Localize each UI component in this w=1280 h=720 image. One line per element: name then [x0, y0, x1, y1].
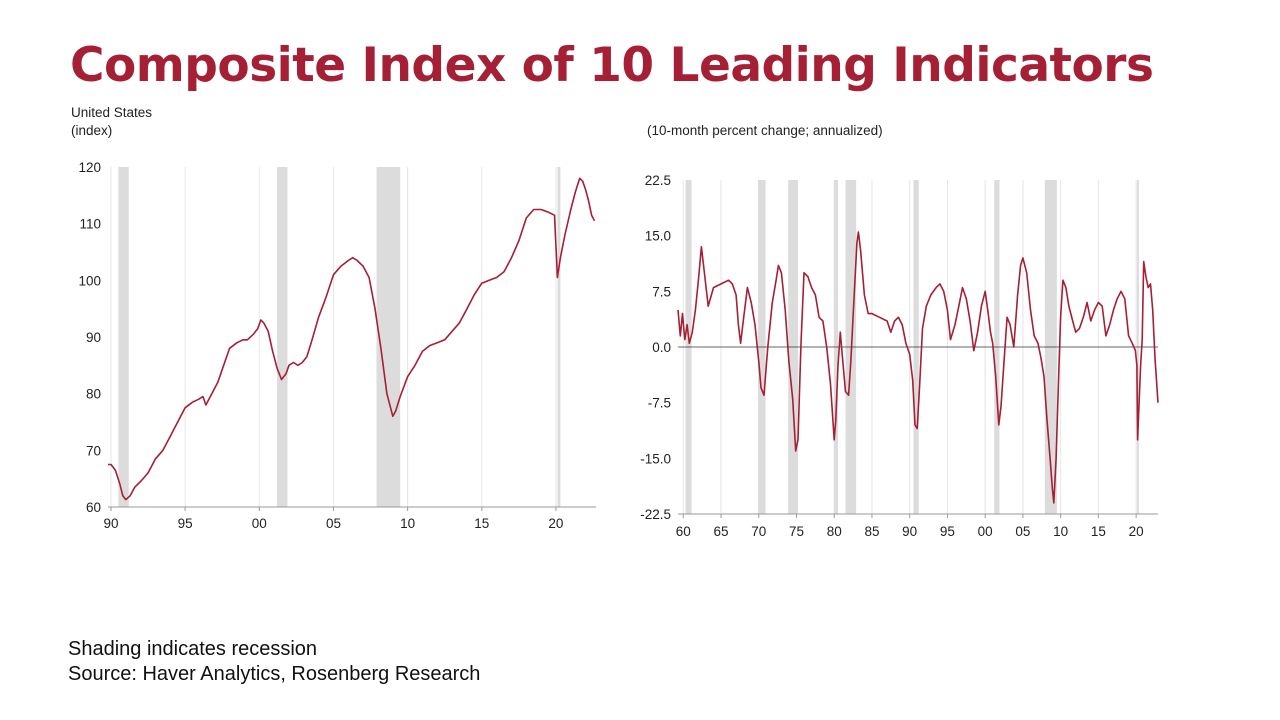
y-tick-label: 60 — [86, 500, 101, 515]
x-tick-label: 00 — [252, 516, 267, 531]
y-tick-label: -22.5 — [640, 507, 671, 522]
x-tick-label: 90 — [902, 524, 917, 539]
x-tick-label: 95 — [178, 516, 193, 531]
y-tick-label: 90 — [86, 330, 101, 345]
x-tick-label: 20 — [1129, 524, 1144, 539]
left-chart: 60 70 80 90 100 110 120 90 95 00 05 10 15 20 — [78, 160, 596, 531]
page-title: Composite Index of 10 Leading Indicators — [70, 38, 1154, 93]
recession-band — [277, 167, 288, 507]
footer-recession-note: Shading indicates recession — [68, 638, 318, 660]
y-tick-label: 7.5 — [652, 284, 671, 299]
y-tick-label: 120 — [78, 160, 101, 175]
x-tick-label: 05 — [326, 516, 341, 531]
recession-band — [118, 167, 129, 507]
x-tick-label: 05 — [1015, 524, 1030, 539]
series-line — [108, 177, 596, 501]
x-tick-label: 75 — [789, 524, 804, 539]
y-tick-label: 100 — [78, 273, 101, 288]
x-tick-label: 10 — [400, 516, 415, 531]
x-tick-label: 10 — [1053, 524, 1068, 539]
right-chart-unit-label: (10-month percent change; annualized) — [647, 123, 883, 138]
x-tick-label: 70 — [751, 524, 766, 539]
y-tick-label: 70 — [86, 443, 101, 458]
x-tick-label: 20 — [548, 516, 563, 531]
y-tick-label: -7.5 — [648, 396, 671, 411]
y-tick-label: 0.0 — [652, 340, 671, 355]
footer-source: Source: Haver Analytics, Rosenberg Resea… — [68, 663, 481, 685]
left-chart-country-label: United States — [71, 105, 153, 120]
right-chart: 22.5 15.0 7.5 0.0 -7.5 -15.0 -22.5 60 65 70 75 80 85… — [640, 173, 1159, 539]
x-tick-label: 15 — [1091, 524, 1106, 539]
x-tick-label: 00 — [978, 524, 993, 539]
y-tick-label: 80 — [86, 387, 101, 402]
recession-band — [376, 167, 401, 507]
x-tick-label: 95 — [940, 524, 955, 539]
x-tick-label: 60 — [676, 524, 691, 539]
y-tick-label: 15.0 — [645, 229, 671, 244]
plot-area — [108, 167, 596, 507]
series-line — [677, 231, 1159, 504]
recession-band — [557, 167, 561, 507]
y-tick-label: 110 — [79, 217, 101, 232]
x-tick-label: 80 — [827, 524, 842, 539]
left-chart-unit-label: (index) — [71, 123, 113, 138]
y-tick-label: 22.5 — [645, 173, 671, 188]
x-tick-label: 15 — [474, 516, 489, 531]
x-tick-label: 90 — [103, 516, 118, 531]
x-tick-label: 85 — [864, 524, 879, 539]
x-tick-label: 65 — [714, 524, 729, 539]
y-tick-label: -15.0 — [640, 451, 671, 466]
